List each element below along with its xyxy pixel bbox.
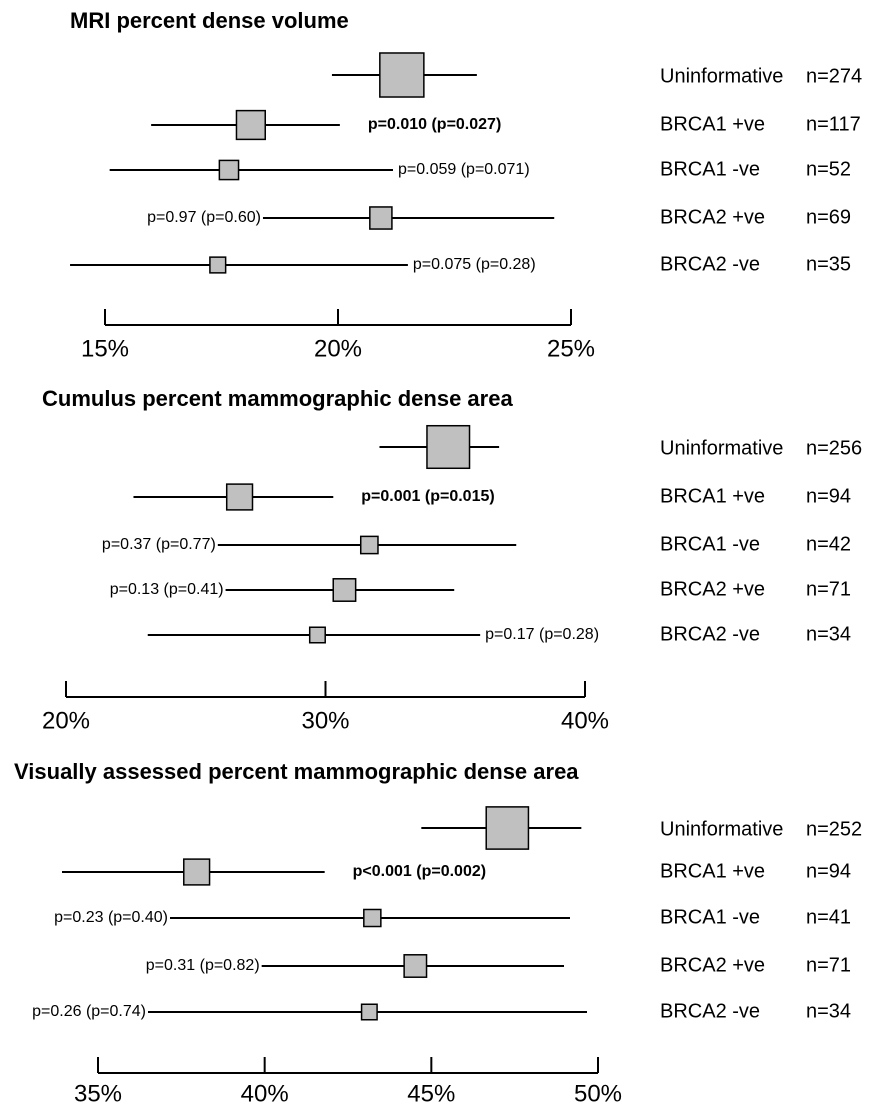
p-value-annotation: p=0.31 (p=0.82)	[146, 957, 260, 974]
count-label: n=117	[806, 113, 861, 135]
category-label: BRCA1 -ve	[660, 158, 760, 180]
category-label: BRCA2 +ve	[660, 578, 765, 600]
point-estimate	[360, 1003, 378, 1021]
panel-title: Visually assessed percent mammographic d…	[14, 759, 579, 784]
point-estimate	[403, 954, 428, 978]
p-value-annotation: p=0.010 (p=0.027)	[368, 116, 501, 133]
point-estimate	[183, 858, 211, 886]
point-estimate	[369, 206, 393, 230]
point-estimate	[308, 626, 326, 644]
p-value-annotation: p=0.059 (p=0.071)	[398, 161, 530, 178]
category-label: BRCA1 +ve	[660, 113, 765, 135]
x-tick-label: 25%	[547, 335, 595, 362]
count-label: n=94	[806, 485, 851, 507]
category-label: Uninformative	[660, 65, 783, 87]
category-label: BRCA2 -ve	[660, 253, 760, 275]
point-estimate	[209, 256, 227, 274]
p-value-annotation: p<0.001 (p=0.002)	[353, 863, 486, 880]
x-tick-label: 40%	[241, 1080, 289, 1107]
x-tick-label: 20%	[314, 335, 362, 362]
category-label: BRCA1 +ve	[660, 860, 765, 882]
count-label: n=256	[806, 437, 862, 459]
point-estimate	[225, 483, 254, 511]
category-label: BRCA1 -ve	[660, 906, 760, 928]
x-tick-label: 15%	[81, 335, 129, 362]
point-estimate	[332, 578, 357, 602]
count-label: n=252	[806, 818, 862, 840]
panel-title: Cumulus percent mammographic dense area	[42, 386, 513, 411]
category-label: Uninformative	[660, 818, 783, 840]
point-estimate	[426, 424, 471, 470]
count-label: n=69	[806, 206, 851, 228]
point-estimate	[379, 52, 425, 98]
category-label: BRCA2 -ve	[660, 1000, 760, 1022]
point-estimate	[359, 535, 379, 555]
p-value-annotation: p=0.23 (p=0.40)	[54, 909, 168, 926]
x-tick-label: 20%	[42, 707, 90, 734]
count-label: n=52	[806, 158, 851, 180]
category-label: BRCA2 +ve	[660, 954, 765, 976]
count-label: n=42	[806, 533, 851, 555]
x-tick-label: 35%	[74, 1080, 122, 1107]
x-tick-label: 50%	[574, 1080, 622, 1107]
panel-title: MRI percent dense volume	[70, 8, 349, 33]
p-value-annotation: p=0.13 (p=0.41)	[110, 581, 224, 598]
count-label: n=274	[806, 65, 862, 87]
count-label: n=71	[806, 578, 851, 600]
point-estimate	[363, 908, 382, 928]
category-label: BRCA2 +ve	[660, 206, 765, 228]
count-label: n=94	[806, 860, 851, 882]
count-label: n=41	[806, 906, 851, 928]
count-label: n=34	[806, 1000, 851, 1022]
p-value-annotation: p=0.001 (p=0.015)	[361, 488, 494, 505]
category-label: BRCA1 -ve	[660, 533, 760, 555]
count-label: n=71	[806, 954, 851, 976]
point-estimate	[485, 806, 530, 850]
p-value-annotation: p=0.075 (p=0.28)	[413, 256, 536, 273]
category-label: Uninformative	[660, 437, 783, 459]
x-tick-label: 40%	[561, 707, 609, 734]
category-label: BRCA1 +ve	[660, 485, 765, 507]
point-estimate	[218, 159, 240, 181]
count-label: n=34	[806, 623, 851, 645]
x-tick-label: 45%	[407, 1080, 455, 1107]
x-tick-label: 30%	[301, 707, 349, 734]
count-label: n=35	[806, 253, 851, 275]
p-value-annotation: p=0.17 (p=0.28)	[485, 626, 599, 643]
p-value-annotation: p=0.37 (p=0.77)	[102, 536, 216, 553]
p-value-annotation: p=0.26 (p=0.74)	[32, 1003, 146, 1020]
point-estimate	[235, 109, 266, 141]
p-value-annotation: p=0.97 (p=0.60)	[147, 209, 261, 226]
category-label: BRCA2 -ve	[660, 623, 760, 645]
